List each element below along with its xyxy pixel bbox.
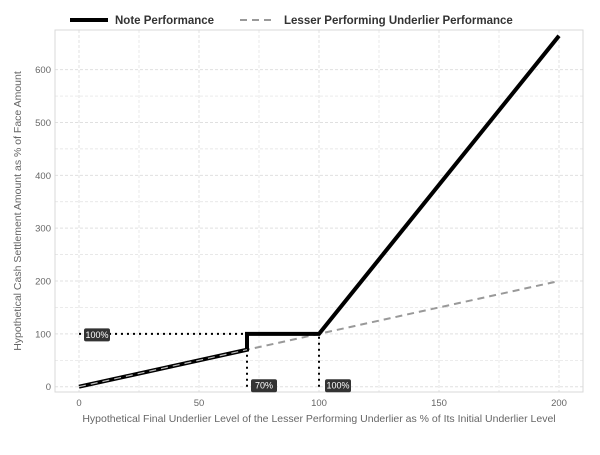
annotation-label-text: 70% — [255, 381, 273, 391]
series — [78, 34, 561, 389]
x-tick-label: 200 — [551, 398, 567, 409]
y-tick-label: 100 — [35, 329, 51, 340]
y-tick-label: 200 — [35, 277, 51, 288]
annotation-label-bg — [84, 328, 110, 342]
annotation-label-text: 100% — [85, 330, 108, 340]
y-axis-title: Hypothetical Cash Settlement Amount as %… — [12, 71, 24, 351]
plot-panel — [54, 29, 584, 393]
x-tick-label: 0 — [76, 398, 81, 409]
y-tick-label: 600 — [35, 65, 51, 76]
y-tick-label: 300 — [35, 224, 51, 235]
annotations: 100% 70% 100% — [84, 328, 351, 393]
x-tick-label: 150 — [431, 398, 447, 409]
ticks: 0 50 100 150 200 0 100 200 300 400 500 600 — [35, 65, 567, 409]
legend-underlier-label: Lesser Performing Underlier Performance — [284, 15, 513, 27]
annotation-label-bg — [325, 379, 351, 393]
x-axis-title: Hypothetical Final Underlier Level of th… — [82, 413, 555, 425]
y-tick-label: 400 — [35, 171, 51, 182]
y-tick-label: 500 — [35, 118, 51, 129]
underlier-overlay-segment — [78, 349, 248, 388]
legend-note-label: Note Performance — [115, 15, 214, 27]
x-tick-label: 100 — [311, 398, 327, 409]
annotation-label-text: 100% — [326, 381, 349, 391]
annotation-label-bg — [251, 379, 277, 393]
legend: Note Performance Lesser Performing Under… — [70, 15, 513, 27]
x-tick-label: 50 — [194, 398, 205, 409]
grid — [55, 30, 583, 392]
y-tick-label: 0 — [46, 382, 51, 393]
